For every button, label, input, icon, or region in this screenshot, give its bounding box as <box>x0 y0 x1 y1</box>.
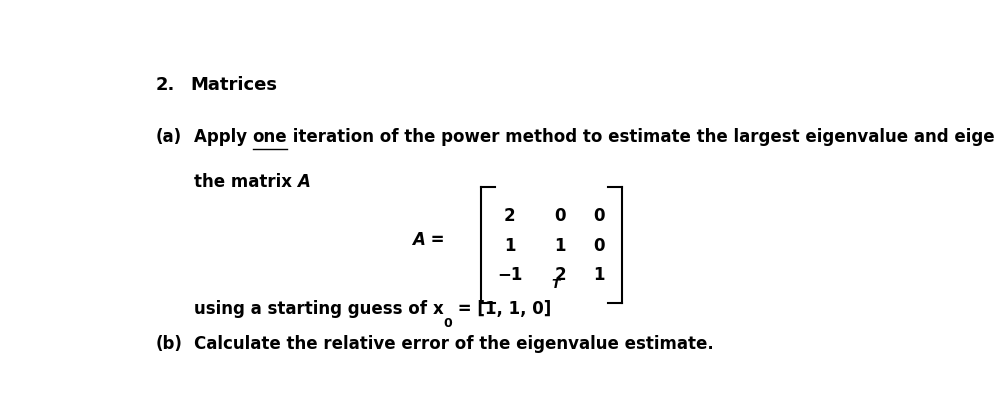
Text: 2: 2 <box>554 266 566 284</box>
Text: 0: 0 <box>592 237 603 255</box>
Text: using a starting guess of: using a starting guess of <box>194 300 432 318</box>
Text: = [1, 1, 0]: = [1, 1, 0] <box>451 300 551 318</box>
Text: one: one <box>252 128 287 146</box>
Text: 2.: 2. <box>155 76 174 94</box>
Text: T: T <box>551 278 560 291</box>
Text: 0: 0 <box>443 317 451 330</box>
Text: (a): (a) <box>155 128 181 146</box>
Text: 1: 1 <box>554 237 566 255</box>
Text: Calculate the relative error of the eigenvalue estimate.: Calculate the relative error of the eige… <box>194 335 713 353</box>
Text: 0: 0 <box>592 207 603 225</box>
Text: x: x <box>432 300 443 318</box>
Text: A =: A = <box>412 231 444 249</box>
Text: iteration of the power method to estimate the largest eigenvalue and eigenvector: iteration of the power method to estimat… <box>287 128 994 146</box>
Text: Matrices: Matrices <box>190 76 276 94</box>
Text: the matrix: the matrix <box>194 173 297 191</box>
Text: A: A <box>297 173 310 191</box>
Text: 0: 0 <box>554 207 566 225</box>
Text: 2: 2 <box>504 207 515 225</box>
Text: −1: −1 <box>497 266 522 284</box>
Text: (b): (b) <box>155 335 182 353</box>
Text: 1: 1 <box>592 266 603 284</box>
Text: 1: 1 <box>504 237 515 255</box>
Text: Apply: Apply <box>194 128 252 146</box>
